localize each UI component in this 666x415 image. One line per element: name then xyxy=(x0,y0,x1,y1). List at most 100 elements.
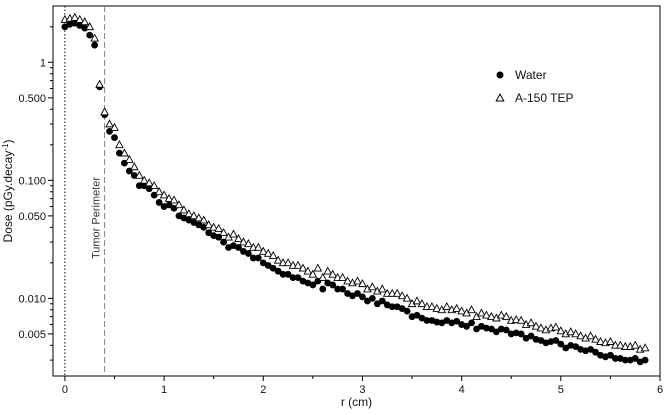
water-point xyxy=(621,356,629,364)
a150-point xyxy=(239,237,248,246)
water-point xyxy=(463,322,470,330)
y-axis-title-close: ) xyxy=(1,140,15,144)
a150-point xyxy=(189,211,199,220)
water-point xyxy=(289,274,297,281)
water-point xyxy=(413,311,421,319)
x-tick-label: 6 xyxy=(657,384,663,396)
series-water xyxy=(61,19,649,366)
a150-point xyxy=(204,220,214,229)
water-point xyxy=(155,199,163,206)
water-point xyxy=(249,254,257,262)
plot-frame xyxy=(52,5,661,377)
a150-point xyxy=(129,162,139,171)
legend-water-label: Water xyxy=(515,68,547,82)
y-axis-title: Dose (pGy.decay-1) xyxy=(1,140,15,243)
a150-point xyxy=(110,122,119,131)
water-point xyxy=(527,332,535,340)
water-point xyxy=(611,355,619,362)
a150-point xyxy=(154,187,164,196)
a150-point xyxy=(134,170,144,179)
a150-point xyxy=(273,255,283,264)
a150-point xyxy=(516,315,526,324)
a150-point xyxy=(432,303,442,312)
tumor-perimeter-label: Tumor Perimeter xyxy=(91,177,103,259)
x-tick-label: 5 xyxy=(558,384,564,396)
a150-point xyxy=(80,17,90,26)
a150-point xyxy=(576,331,586,340)
water-point xyxy=(453,317,461,325)
a150-point xyxy=(442,301,452,311)
a150-point xyxy=(313,263,323,272)
water-point xyxy=(517,330,525,338)
a150-point xyxy=(184,209,194,218)
a150-point xyxy=(100,107,109,116)
a150-point xyxy=(120,148,129,157)
y-tick-label: 0.100 xyxy=(18,175,46,187)
water-point xyxy=(557,340,565,348)
a150-point xyxy=(571,329,581,338)
y-tick-label: 0.010 xyxy=(18,293,46,305)
a150-point xyxy=(229,229,238,238)
a150-point xyxy=(199,215,209,224)
water-point xyxy=(235,244,242,251)
a150-point xyxy=(253,242,263,251)
a150-point xyxy=(159,190,169,199)
a150-point xyxy=(144,178,154,187)
a150-point xyxy=(353,276,362,285)
a150-point xyxy=(596,336,605,345)
a150-point xyxy=(358,279,367,288)
a150-point xyxy=(268,250,278,259)
x-tick-label: 2 xyxy=(260,384,266,396)
y-axis-title-sup: -1 xyxy=(1,143,10,151)
a150-point xyxy=(477,308,486,317)
y-tick-label: 0.500 xyxy=(18,93,46,105)
water-point xyxy=(334,285,342,293)
a150-point xyxy=(209,222,219,231)
a150-point xyxy=(308,269,318,278)
a150-point xyxy=(412,296,422,305)
y-tick-label: 1 xyxy=(40,57,46,69)
water-point xyxy=(378,297,386,305)
water-point xyxy=(641,356,649,364)
a150-point xyxy=(139,175,149,184)
a150-point xyxy=(125,154,134,163)
water-point xyxy=(284,270,292,278)
water-point xyxy=(487,325,495,333)
x-tick-label: 4 xyxy=(459,384,465,396)
series-a150-tep xyxy=(60,12,650,353)
x-axis: 0 1 2 3 4 5 6 xyxy=(62,376,663,396)
a150-point xyxy=(368,282,377,291)
water-point xyxy=(631,355,639,362)
a150-point xyxy=(457,306,467,315)
a150-point xyxy=(452,303,462,312)
y-tick-label: 0.050 xyxy=(18,211,46,223)
a150-point xyxy=(219,227,228,237)
a150-point xyxy=(377,284,387,293)
legend-a150-label: A-150 TEP xyxy=(515,91,573,105)
a150-point xyxy=(402,293,412,302)
a150-point xyxy=(70,12,80,21)
a150-point xyxy=(115,140,124,149)
water-point xyxy=(492,328,500,336)
water-point xyxy=(140,182,148,190)
y-tick-label: 0.005 xyxy=(18,329,46,341)
a150-point xyxy=(234,234,243,243)
water-point xyxy=(86,31,94,39)
a150-point xyxy=(586,331,595,340)
a150-point xyxy=(467,305,476,314)
water-point xyxy=(279,270,287,278)
water-point xyxy=(200,223,208,231)
a150-point xyxy=(214,223,224,232)
x-tick-label: 1 xyxy=(161,384,167,396)
water-point xyxy=(572,343,580,351)
water-point xyxy=(319,285,327,293)
a150-point xyxy=(392,288,402,297)
a150-point xyxy=(487,311,496,320)
water-point xyxy=(468,319,475,327)
a150-point xyxy=(501,311,511,320)
a150-point xyxy=(318,272,328,281)
a150-point xyxy=(298,263,308,272)
water-point xyxy=(111,134,118,142)
a150-point xyxy=(551,322,561,331)
water-point xyxy=(473,325,480,333)
